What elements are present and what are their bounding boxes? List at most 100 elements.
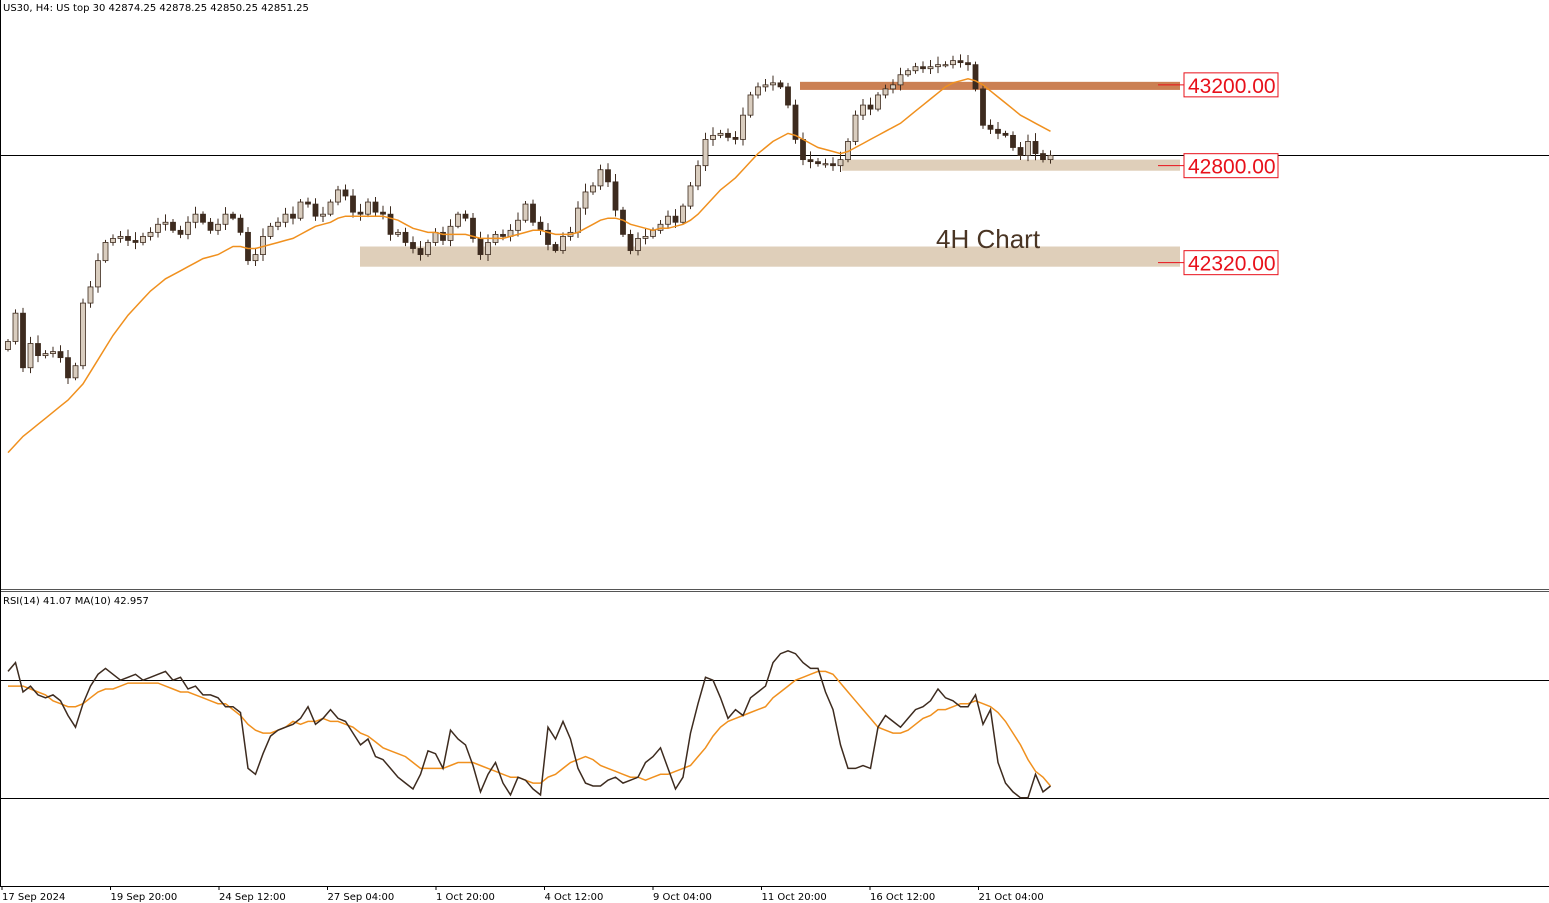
candle-body	[357, 211, 364, 215]
candle-body	[755, 86, 761, 96]
candle-body	[335, 189, 341, 203]
candle-body	[432, 231, 439, 243]
candle	[140, 232, 146, 246]
candle	[162, 214, 169, 231]
level-label-43200.00: 43200.00	[1158, 72, 1279, 98]
candle	[755, 82, 761, 99]
price-panel: 43200.00 42800.00 42320.00 4H Chart US30, …	[0, 3, 1549, 454]
candle-body	[837, 159, 844, 167]
candle-body	[747, 94, 754, 116]
candle	[920, 61, 926, 73]
time-tick-label: 9 Oct 04:00	[653, 892, 712, 903]
candle	[927, 60, 934, 75]
candle-body	[680, 205, 686, 223]
candle-body	[95, 260, 101, 288]
candle-body	[20, 312, 26, 369]
candle-body	[447, 225, 454, 241]
level-value: 42800.00	[1188, 156, 1276, 179]
candle-body	[560, 236, 566, 251]
candle-body	[417, 248, 424, 255]
level-value: 43200.00	[1188, 75, 1276, 98]
candle-body	[50, 351, 56, 354]
candle	[537, 216, 544, 236]
candle-body	[927, 66, 934, 70]
candle-body	[612, 181, 619, 211]
rsi-panel: RSI(14) 41.07 MA(10) 42.957	[0, 596, 1549, 799]
candle	[912, 62, 919, 74]
candle	[507, 224, 514, 242]
candle-body	[327, 201, 334, 215]
candle	[950, 55, 956, 69]
candle	[470, 212, 476, 243]
candle-body	[785, 86, 791, 106]
candle	[777, 80, 784, 89]
candle-body	[42, 353, 49, 357]
candle-body	[852, 114, 859, 142]
candle	[117, 230, 124, 243]
time-tick-label: 21 Oct 04:00	[979, 892, 1044, 903]
candle-body	[657, 223, 664, 231]
candle-body	[702, 139, 709, 167]
candle-body	[695, 165, 701, 187]
candle	[852, 110, 859, 146]
candle	[762, 79, 769, 92]
candle-body	[162, 221, 169, 225]
candle	[57, 345, 64, 363]
candle-body	[740, 114, 746, 140]
candle	[837, 151, 844, 172]
candle	[432, 228, 439, 246]
candle	[365, 198, 371, 218]
candle-body	[87, 286, 94, 304]
candle-body	[965, 62, 971, 66]
candle-body	[297, 201, 304, 219]
candle-body	[125, 236, 131, 241]
candle	[530, 199, 536, 226]
candle	[822, 158, 829, 168]
candle-body	[410, 242, 416, 249]
candle	[20, 307, 26, 372]
candle-body	[402, 231, 409, 243]
candle	[260, 228, 266, 262]
candle	[972, 61, 979, 92]
candle-body	[387, 213, 394, 235]
candle-body	[770, 82, 776, 86]
candle-body	[185, 221, 191, 235]
candle	[890, 79, 896, 94]
candle	[935, 56, 941, 74]
candle-body	[995, 128, 1001, 134]
candle	[800, 132, 806, 166]
candle-body	[27, 343, 34, 369]
level-box	[1183, 72, 1279, 98]
candle-body	[710, 134, 716, 140]
candle-body	[1010, 134, 1016, 148]
chart-annotation: 4H Chart	[936, 224, 1041, 254]
candle-body	[905, 70, 911, 76]
candle	[192, 206, 199, 229]
candle-body	[935, 64, 941, 68]
candle-body	[342, 189, 349, 197]
candle-body	[650, 229, 656, 237]
candle-body	[725, 132, 731, 138]
candle	[72, 362, 79, 381]
candle-body	[627, 233, 634, 251]
candle	[440, 226, 446, 245]
candle-body	[245, 231, 251, 262]
candle	[402, 227, 409, 247]
candle-body	[350, 195, 356, 213]
candle	[395, 229, 401, 237]
level-box	[1183, 250, 1279, 276]
candle	[882, 84, 889, 99]
rsi-header: RSI(14) 41.07 MA(10) 42.957	[3, 596, 149, 607]
chart-header: US30, H4: US top 30 42874.25 42878.25 42…	[3, 3, 309, 14]
candle-body	[980, 88, 986, 126]
candle	[672, 209, 679, 228]
candle-body	[35, 343, 41, 357]
candle	[110, 234, 116, 246]
candle	[1040, 149, 1046, 163]
candle-body	[635, 238, 641, 251]
candle-body	[777, 82, 784, 88]
candle	[35, 335, 41, 363]
candle	[102, 239, 109, 263]
time-tick-label: 11 Oct 20:00	[762, 892, 827, 903]
candle	[747, 91, 754, 118]
